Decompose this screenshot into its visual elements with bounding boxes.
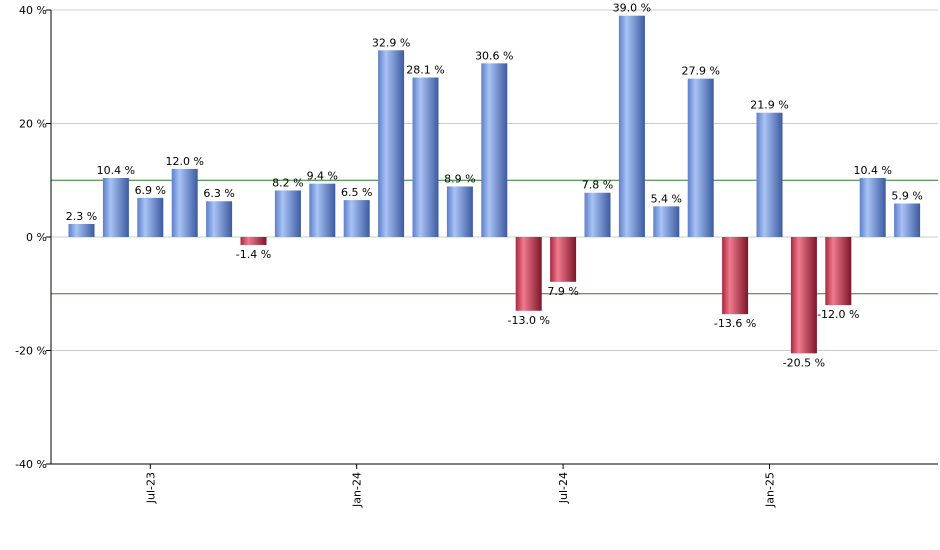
data-label: 7.8 % xyxy=(582,179,613,192)
bar-positive xyxy=(343,200,370,237)
bar-negative xyxy=(790,237,817,354)
bar-positive xyxy=(274,190,301,237)
bar-positive xyxy=(378,50,405,238)
data-label: -13.0 % xyxy=(507,314,549,327)
bar-positive xyxy=(687,78,714,237)
bar-negative xyxy=(722,237,749,315)
data-label: 6.9 % xyxy=(135,184,166,197)
x-tick-label: Jul-24 xyxy=(557,472,570,504)
bar-negative xyxy=(550,237,577,282)
bar-positive xyxy=(481,63,508,237)
bars xyxy=(68,15,921,354)
data-label: 8.9 % xyxy=(444,172,475,185)
bar-positive xyxy=(171,168,198,237)
bar-positive xyxy=(584,192,611,237)
bar-positive xyxy=(309,183,336,237)
bar-positive xyxy=(618,15,645,237)
data-label: 30.6 % xyxy=(475,49,513,62)
bar-positive xyxy=(859,177,886,237)
y-tick-label: 20 % xyxy=(19,118,47,131)
bar-negative xyxy=(240,237,267,245)
x-tick-label: Jan-24 xyxy=(351,472,364,508)
data-label: 27.9 % xyxy=(681,65,719,78)
y-tick-label: -20 % xyxy=(15,345,47,358)
data-label: 5.9 % xyxy=(891,190,922,203)
data-label: 5.4 % xyxy=(651,192,682,205)
bar-positive xyxy=(446,186,473,237)
y-tick-label: -40 % xyxy=(15,458,47,471)
bar-positive xyxy=(137,197,164,237)
axes: -40 % -20 % 0 % 20 % 40 % Jul-23 Jan-24 Jul-24 J… xyxy=(15,4,938,508)
data-label: 7.9 % xyxy=(547,285,578,298)
data-label: -13.6 % xyxy=(714,317,756,330)
bar-positive xyxy=(894,203,921,237)
data-label: 10.4 % xyxy=(97,164,135,177)
bar-positive xyxy=(68,223,95,237)
value-labels: 2.3 %10.4 %6.9 %12.0 %6.3 %-1.4 %8.2 %9.… xyxy=(66,2,923,370)
data-label: 10.4 % xyxy=(853,164,891,177)
y-tick-label: 40 % xyxy=(19,4,47,17)
y-tick-label: 0 % xyxy=(26,231,47,244)
data-label: -1.4 % xyxy=(236,248,271,261)
bar-positive xyxy=(102,177,129,237)
data-label: 32.9 % xyxy=(372,36,410,49)
bar-positive xyxy=(206,201,233,237)
bar-negative xyxy=(825,237,852,306)
data-label: 9.4 % xyxy=(307,170,338,183)
data-label: 28.1 % xyxy=(406,64,444,77)
data-label: 12.0 % xyxy=(165,155,203,168)
data-label: -12.0 % xyxy=(817,308,859,321)
x-tick-label: Jul-23 xyxy=(144,472,157,504)
data-label: 2.3 % xyxy=(66,210,97,223)
data-label: 6.3 % xyxy=(203,187,234,200)
data-label: 21.9 % xyxy=(750,99,788,112)
bar-negative xyxy=(515,237,542,311)
data-label: 8.2 % xyxy=(272,176,303,189)
data-label: -20.5 % xyxy=(783,356,825,369)
data-label: 39.0 % xyxy=(613,2,651,15)
bar-positive xyxy=(653,206,680,237)
x-tick-label: Jan-25 xyxy=(764,472,777,508)
bar-positive xyxy=(756,112,783,237)
data-label: 6.5 % xyxy=(341,186,372,199)
bar-positive xyxy=(412,77,439,237)
